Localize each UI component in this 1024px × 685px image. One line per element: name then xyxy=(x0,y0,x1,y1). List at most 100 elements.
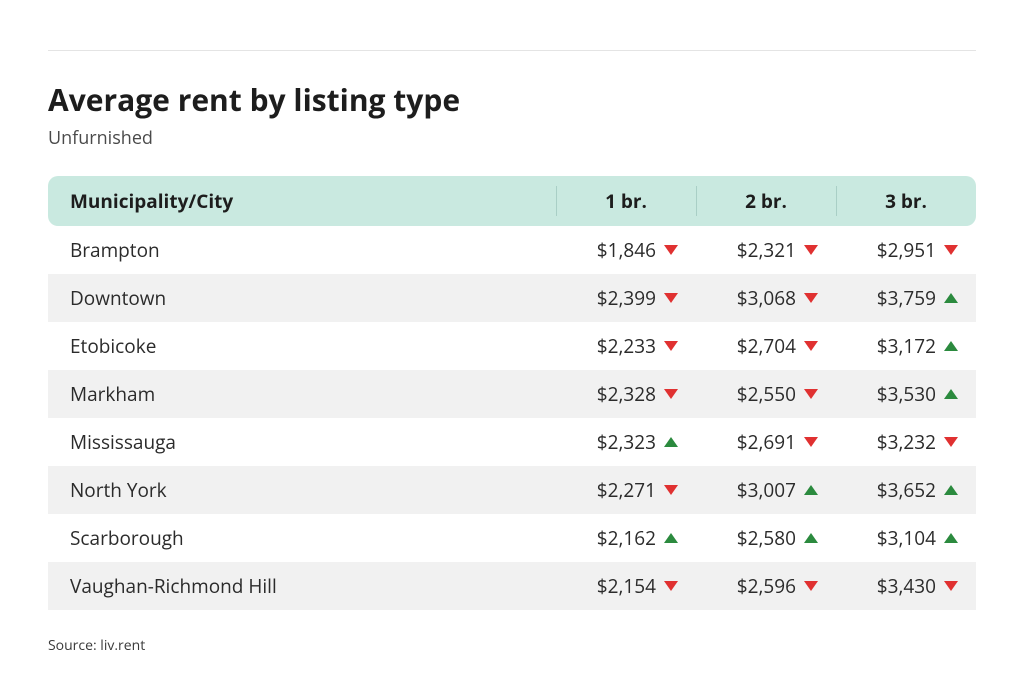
rent-amount: $2,162 xyxy=(597,525,656,551)
value-wrap: $3,172 xyxy=(877,333,958,359)
value-cell-br2: $2,596 xyxy=(696,562,836,610)
rent-amount: $2,233 xyxy=(597,333,656,359)
trend-up-icon xyxy=(664,533,678,543)
trend-down-icon xyxy=(804,245,818,255)
value-wrap: $3,759 xyxy=(877,285,958,311)
value-wrap: $2,691 xyxy=(737,429,818,455)
trend-up-icon xyxy=(944,389,958,399)
value-cell-br3: $2,951 xyxy=(836,226,976,274)
city-cell: Scarborough xyxy=(48,514,556,562)
page-subtitle: Unfurnished xyxy=(48,126,976,150)
rent-amount: $2,691 xyxy=(737,429,796,455)
value-cell-br3: $3,430 xyxy=(836,562,976,610)
trend-down-icon xyxy=(804,341,818,351)
rent-amount: $2,271 xyxy=(597,477,656,503)
value-wrap: $2,596 xyxy=(737,573,818,599)
city-cell: Markham xyxy=(48,370,556,418)
value-cell-br3: $3,232 xyxy=(836,418,976,466)
rent-amount: $3,759 xyxy=(877,285,936,311)
value-cell-br2: $3,068 xyxy=(696,274,836,322)
value-wrap: $2,328 xyxy=(597,381,678,407)
value-wrap: $3,007 xyxy=(737,477,818,503)
value-cell-br3: $3,172 xyxy=(836,322,976,370)
trend-up-icon xyxy=(664,437,678,447)
city-cell: North York xyxy=(48,466,556,514)
table-row: Vaughan-Richmond Hill $2,154 $2,596 $3,430 xyxy=(48,562,976,610)
value-wrap: $2,580 xyxy=(737,525,818,551)
trend-down-icon xyxy=(664,389,678,399)
value-wrap: $2,399 xyxy=(597,285,678,311)
rent-amount: $3,430 xyxy=(877,573,936,599)
value-cell-br3: $3,104 xyxy=(836,514,976,562)
rent-amount: $2,323 xyxy=(597,429,656,455)
value-wrap: $3,104 xyxy=(877,525,958,551)
col-header-1br: 1 br. xyxy=(556,176,696,226)
value-wrap: $2,704 xyxy=(737,333,818,359)
value-wrap: $2,271 xyxy=(597,477,678,503)
rent-table: Municipality/City 1 br. 2 br. 3 br. Bram… xyxy=(48,176,976,610)
rent-amount: $2,399 xyxy=(597,285,656,311)
rent-amount: $2,580 xyxy=(737,525,796,551)
value-cell-br3: $3,652 xyxy=(836,466,976,514)
value-cell-br1: $2,399 xyxy=(556,274,696,322)
value-wrap: $2,321 xyxy=(737,237,818,263)
rent-amount: $2,154 xyxy=(597,573,656,599)
value-cell-br2: $2,550 xyxy=(696,370,836,418)
city-cell: Vaughan-Richmond Hill xyxy=(48,562,556,610)
value-cell-br1: $2,154 xyxy=(556,562,696,610)
value-cell-br1: $2,323 xyxy=(556,418,696,466)
city-cell: Etobicoke xyxy=(48,322,556,370)
value-wrap: $3,430 xyxy=(877,573,958,599)
value-cell-br2: $2,691 xyxy=(696,418,836,466)
trend-down-icon xyxy=(664,341,678,351)
table-row: Markham $2,328 $2,550 $3,530 xyxy=(48,370,976,418)
value-cell-br2: $2,704 xyxy=(696,322,836,370)
rent-amount: $2,328 xyxy=(597,381,656,407)
value-wrap: $2,951 xyxy=(877,237,958,263)
col-header-3br: 3 br. xyxy=(836,176,976,226)
rent-amount: $2,704 xyxy=(737,333,796,359)
rent-amount: $2,951 xyxy=(877,237,936,263)
table-row: Downtown $2,399 $3,068 $3,759 xyxy=(48,274,976,322)
rent-amount: $3,652 xyxy=(877,477,936,503)
trend-down-icon xyxy=(664,485,678,495)
value-wrap: $3,652 xyxy=(877,477,958,503)
trend-up-icon xyxy=(944,293,958,303)
trend-down-icon xyxy=(944,437,958,447)
value-cell-br1: $2,328 xyxy=(556,370,696,418)
source-label: Source: liv.rent xyxy=(48,636,976,655)
value-wrap: $2,550 xyxy=(737,381,818,407)
trend-down-icon xyxy=(664,293,678,303)
value-cell-br3: $3,530 xyxy=(836,370,976,418)
value-wrap: $3,530 xyxy=(877,381,958,407)
table-row: Scarborough $2,162 $2,580 $3,104 xyxy=(48,514,976,562)
rent-amount: $2,321 xyxy=(737,237,796,263)
value-wrap: $3,232 xyxy=(877,429,958,455)
trend-down-icon xyxy=(804,389,818,399)
value-cell-br1: $2,271 xyxy=(556,466,696,514)
value-wrap: $2,154 xyxy=(597,573,678,599)
value-cell-br2: $3,007 xyxy=(696,466,836,514)
city-cell: Downtown xyxy=(48,274,556,322)
rent-amount: $3,530 xyxy=(877,381,936,407)
table-row: Mississauga$2,323$2,691$3,232 xyxy=(48,418,976,466)
value-cell-br2: $2,321 xyxy=(696,226,836,274)
value-wrap: $2,323 xyxy=(597,429,678,455)
trend-up-icon xyxy=(944,485,958,495)
value-cell-br3: $3,759 xyxy=(836,274,976,322)
value-cell-br1: $2,233 xyxy=(556,322,696,370)
trend-down-icon xyxy=(944,245,958,255)
table-row: North York $2,271 $3,007 $3,652 xyxy=(48,466,976,514)
rent-report-card: Average rent by listing type Unfurnished… xyxy=(0,0,1024,685)
rent-amount: $3,104 xyxy=(877,525,936,551)
col-header-2br: 2 br. xyxy=(696,176,836,226)
trend-up-icon xyxy=(804,485,818,495)
trend-up-icon xyxy=(804,533,818,543)
trend-up-icon xyxy=(944,533,958,543)
rent-amount: $3,068 xyxy=(737,285,796,311)
page-title: Average rent by listing type xyxy=(48,79,976,120)
value-wrap: $2,233 xyxy=(597,333,678,359)
trend-up-icon xyxy=(944,341,958,351)
trend-down-icon xyxy=(804,437,818,447)
trend-down-icon xyxy=(804,293,818,303)
